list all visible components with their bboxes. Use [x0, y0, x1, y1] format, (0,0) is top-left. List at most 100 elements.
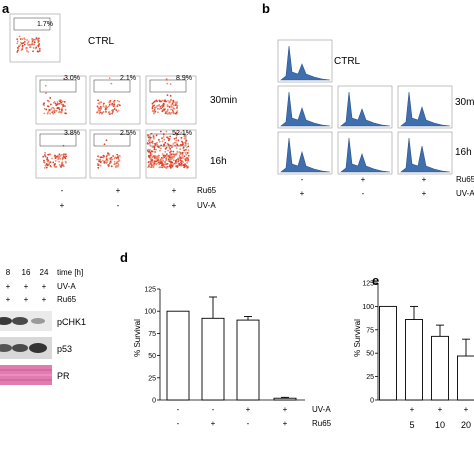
facs-dot — [175, 159, 178, 161]
e-dose-20: 20 — [461, 420, 471, 430]
facs-dot — [151, 102, 154, 105]
a-ru65-label: Ru65 — [197, 186, 217, 195]
facs-dot — [169, 152, 172, 155]
facs-dot — [186, 151, 189, 154]
facs-dot — [65, 155, 68, 158]
facs-dot — [169, 83, 172, 86]
facs-dot — [52, 161, 55, 164]
facs-dot — [167, 105, 169, 108]
d-ru65-label: Ru65 — [312, 419, 332, 428]
facs-dot — [174, 101, 177, 104]
facs-dot — [175, 132, 178, 135]
facs-dot — [159, 105, 162, 108]
facs-pct-16h-2: 2.5% — [120, 130, 136, 137]
facs-dot — [165, 156, 168, 159]
facs-dot — [117, 109, 120, 112]
e-dose-10: 10 — [435, 420, 445, 430]
d-uva-label: UV-A — [312, 405, 331, 414]
facs-dot — [60, 166, 62, 168]
facs-dot — [98, 160, 101, 163]
blot-band — [0, 344, 12, 352]
facs-dot — [169, 135, 171, 138]
facs-dot — [53, 111, 56, 114]
facs-dot — [60, 153, 63, 156]
facs-dot — [155, 143, 158, 145]
facs-dot — [118, 160, 121, 162]
facs-dot — [104, 106, 107, 109]
facs-dot — [97, 110, 99, 113]
facs-dot — [113, 157, 116, 160]
facs-dot — [178, 162, 180, 165]
facs-dot — [65, 161, 67, 164]
facs-dot — [31, 40, 34, 43]
facs-dot — [110, 165, 113, 168]
y-tick-label: 50 — [366, 351, 374, 358]
y-tick-label: 125 — [362, 281, 374, 288]
facs-dot — [166, 142, 169, 145]
facs-dot — [113, 162, 116, 165]
facs-dot — [114, 166, 117, 169]
y-tick-label: 100 — [362, 304, 374, 311]
histogram-plot-group — [277, 39, 453, 175]
panel-a-facs: CTRL 30min 16h 1.7% 3.0% 2.1% 8.9% 3.8% … — [9, 13, 237, 210]
e-ylabel: % Survival — [353, 319, 362, 357]
facs-dot — [56, 107, 59, 109]
facs-dot — [162, 133, 165, 136]
facs-dot — [60, 164, 63, 167]
facs-dot — [37, 41, 40, 44]
facs-dot — [156, 100, 158, 103]
facs-dot — [48, 108, 51, 111]
histogram-curve — [400, 91, 451, 127]
c-time-label: time [h] — [57, 268, 83, 277]
facs-dot — [186, 162, 189, 164]
c-uva-sign-0: + — [0, 282, 1, 291]
facs-dot — [62, 155, 65, 158]
facs-dot — [43, 102, 45, 105]
facs-dot — [61, 158, 64, 161]
histogram-curve — [400, 137, 451, 173]
facs-dot — [157, 156, 160, 159]
a-uva-sign-3: + — [172, 201, 177, 210]
facs-dot — [187, 149, 190, 152]
y-tick-label: 0 — [370, 398, 374, 405]
e-chart-plot: 0 25 50 75 100 125 — [362, 281, 474, 405]
b-row-label-16h: 16h — [455, 147, 472, 158]
facs-dot — [99, 164, 102, 167]
facs-dot — [118, 100, 121, 103]
bar — [457, 355, 474, 401]
b-ru65-sign-1: - — [301, 175, 304, 184]
facs-dot — [27, 44, 30, 46]
facs-dot — [176, 104, 179, 107]
facs-dot — [171, 155, 174, 158]
facs-dot — [113, 160, 116, 163]
facs-dot — [33, 43, 36, 46]
facs-dot — [161, 137, 163, 140]
e-plus-sign-3: + — [464, 405, 469, 414]
facs-dot — [105, 139, 108, 142]
facs-dot — [16, 51, 19, 53]
facs-dot — [177, 160, 180, 163]
facs-dot — [108, 111, 111, 114]
facs-dot — [171, 102, 174, 105]
facs-dot — [183, 166, 186, 169]
b-ru65-label: Ru65 — [456, 175, 474, 184]
facs-dot — [168, 100, 171, 103]
facs-dot — [160, 159, 162, 162]
d-chart-plot: 0 25 50 75 100 125 — [144, 287, 305, 405]
facs-dot — [44, 151, 47, 154]
facs-dot — [158, 99, 161, 102]
bar — [379, 305, 397, 401]
facs-dot — [166, 112, 169, 115]
facs-dot — [173, 144, 176, 147]
facs-dot — [55, 104, 58, 107]
facs-dot — [103, 143, 106, 146]
facs-dot — [187, 145, 190, 148]
facs-dot — [45, 166, 48, 169]
facs-dot — [172, 112, 175, 114]
e-plus-sign-2: + — [438, 405, 443, 414]
facs-dot — [114, 156, 117, 159]
facs-dot — [164, 161, 167, 164]
facs-dot — [166, 153, 168, 156]
facs-dot — [184, 152, 187, 154]
facs-dot — [156, 162, 159, 165]
